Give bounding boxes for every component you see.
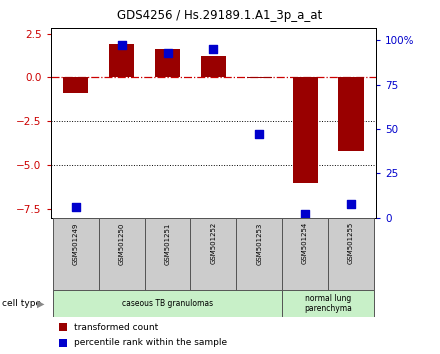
Bar <box>191 218 236 292</box>
Bar <box>328 218 374 292</box>
Point <box>72 204 79 210</box>
Text: GSM501255: GSM501255 <box>348 222 354 264</box>
Bar <box>155 49 180 78</box>
Point <box>256 131 263 137</box>
Point <box>348 201 355 206</box>
Bar <box>63 78 88 93</box>
Bar <box>99 218 145 292</box>
Text: percentile rank within the sample: percentile rank within the sample <box>74 338 227 348</box>
Text: GSM501250: GSM501250 <box>119 222 125 264</box>
Text: GSM501251: GSM501251 <box>165 222 171 264</box>
Text: GDS4256 / Hs.29189.1.A1_3p_a_at: GDS4256 / Hs.29189.1.A1_3p_a_at <box>117 9 323 22</box>
Bar <box>145 218 191 292</box>
Bar <box>338 78 363 151</box>
Point <box>301 211 308 217</box>
Text: transformed count: transformed count <box>74 322 158 332</box>
Bar <box>293 78 318 183</box>
Bar <box>282 218 328 292</box>
Bar <box>109 44 134 78</box>
Bar <box>201 56 226 78</box>
Bar <box>53 290 282 317</box>
Point <box>118 42 125 48</box>
Text: GSM501252: GSM501252 <box>210 222 216 264</box>
Bar <box>53 218 99 292</box>
Text: GSM501254: GSM501254 <box>302 222 308 264</box>
Text: GSM501253: GSM501253 <box>256 222 262 264</box>
Text: cell type: cell type <box>2 299 41 308</box>
Text: caseous TB granulomas: caseous TB granulomas <box>122 299 213 308</box>
Text: ▶: ▶ <box>37 298 44 309</box>
Bar <box>282 290 374 317</box>
Text: GSM501249: GSM501249 <box>73 222 79 264</box>
Point <box>210 46 217 52</box>
Bar <box>236 218 282 292</box>
Point <box>164 50 171 56</box>
Text: normal lung
parenchyma: normal lung parenchyma <box>304 294 352 313</box>
